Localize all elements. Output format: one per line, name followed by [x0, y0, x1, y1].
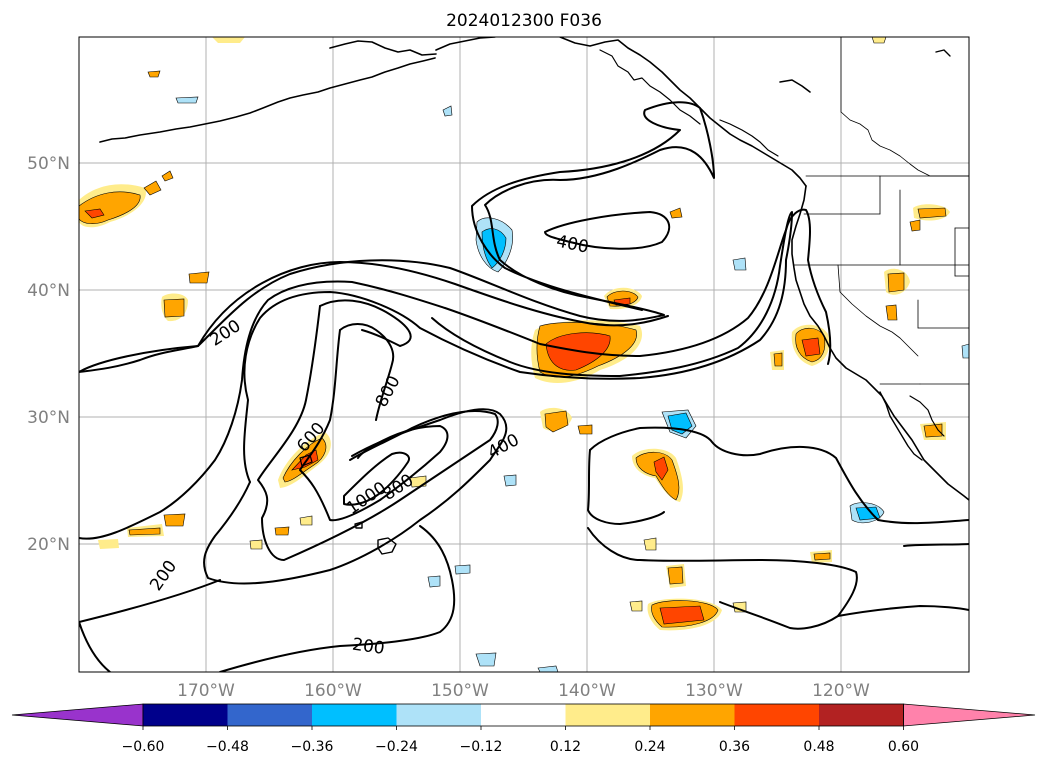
colorbar-tick-label: 0.24	[634, 739, 665, 755]
lon-tick-label: 120°W	[812, 681, 870, 701]
colorbar-tick-label: −0.48	[206, 739, 249, 755]
contour-lines	[79, 101, 969, 672]
colorbar-tick-label: 0.12	[550, 739, 581, 755]
colorbar-segment	[565, 704, 651, 726]
colorbar-extend-low	[11, 703, 144, 727]
map-title: 2024012300 F036	[446, 11, 602, 31]
longitude-ticks: 170°W 160°W 150°W 140°W 130°W 120°W	[177, 681, 870, 701]
colorbar-segment	[227, 704, 313, 726]
colorbar-tick-label: 0.36	[719, 739, 750, 755]
colorbar-segment	[650, 704, 735, 726]
colorbar-segment	[312, 704, 397, 726]
colorbar-segment	[481, 704, 566, 726]
coastlines-and-borders	[99, 37, 969, 555]
colorbar-segment	[819, 704, 904, 726]
lat-tick-label: 50°N	[27, 154, 70, 174]
colorbar-tick-label: −0.24	[375, 739, 418, 755]
colorbar-tick-label: 0.60	[888, 739, 919, 755]
lon-tick-label: 150°W	[431, 681, 489, 701]
colorbar-tick-label: −0.12	[460, 739, 503, 755]
colorbar-tick-label: 0.48	[803, 739, 834, 755]
colorbar-segment	[734, 704, 820, 726]
colorbar-tick-label: −0.36	[291, 739, 334, 755]
colorbar: −0.60 −0.48 −0.36 −0.24 −0.12 0.12 0.24 0.36 0.4…	[11, 703, 1036, 755]
map-frame	[78, 36, 970, 673]
lon-tick-label: 160°W	[304, 681, 362, 701]
gridlines	[79, 37, 969, 672]
lat-tick-label: 30°N	[27, 408, 70, 428]
colorbar-segment	[396, 704, 482, 726]
lat-tick-label: 40°N	[27, 281, 70, 301]
colorbar-tick-label: −0.60	[122, 739, 165, 755]
colorbar-extend-high	[903, 703, 1036, 727]
lon-tick-label: 170°W	[177, 681, 235, 701]
map-plot-area: 200 200 200 400 400 600 800 800 1000	[78, 36, 970, 673]
lat-tick-label: 20°N	[27, 535, 70, 555]
colorbar-segment	[143, 704, 228, 726]
colorbar-frame	[142, 703, 904, 727]
latitude-ticks: 50°N 40°N 30°N 20°N	[27, 154, 70, 555]
lon-tick-label: 140°W	[558, 681, 616, 701]
lon-tick-label: 130°W	[685, 681, 743, 701]
contour-label: 200	[351, 635, 386, 659]
